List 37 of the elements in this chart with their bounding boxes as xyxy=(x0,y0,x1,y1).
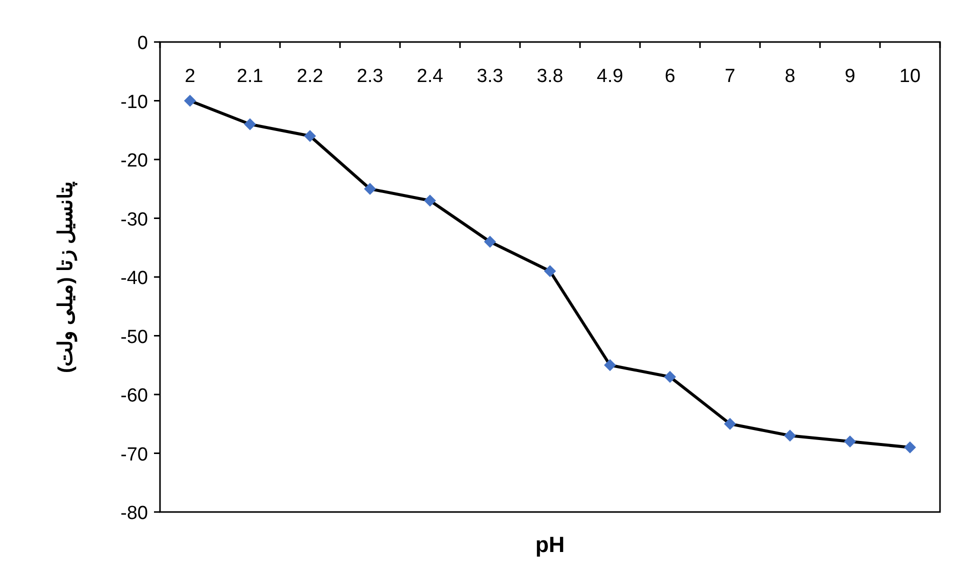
point xyxy=(904,441,916,454)
x-tick-label: 8 xyxy=(784,66,796,87)
point xyxy=(424,194,436,207)
y-tick-label: -80 xyxy=(120,503,148,524)
y-tick-label: -40 xyxy=(120,268,148,289)
point xyxy=(664,370,676,383)
y-tick-label: -20 xyxy=(120,150,148,172)
x-tick-label: 9 xyxy=(844,66,856,87)
x-tick-label: 10 xyxy=(899,66,921,87)
point xyxy=(304,130,316,142)
point xyxy=(724,418,736,430)
point xyxy=(544,265,556,278)
point xyxy=(184,94,196,107)
y-tick-label: -50 xyxy=(120,326,148,348)
point xyxy=(244,118,256,130)
y-tick-label: 0 xyxy=(137,33,148,54)
point xyxy=(364,182,376,195)
x-tick-label: 4.9 xyxy=(596,66,624,87)
point xyxy=(844,436,856,448)
x-tick-label: 2.2 xyxy=(296,66,324,87)
x-tick-label: 2.3 xyxy=(356,66,384,87)
point xyxy=(604,359,616,372)
y-tick-label: -70 xyxy=(120,444,148,466)
x-axis-title: pH xyxy=(535,532,565,557)
x-tick-label: 2 xyxy=(184,66,196,87)
x-tick-label: 2.1 xyxy=(236,66,264,87)
x-tick-label: 6 xyxy=(664,66,676,87)
x-tick-label: 3.3 xyxy=(476,66,504,87)
y-tick-label: -60 xyxy=(120,386,148,406)
y-axis-title: پتانسیل زتا (میلی ولت) xyxy=(55,181,78,373)
point xyxy=(784,430,796,442)
x-tick-label: 2.4 xyxy=(416,66,444,87)
point xyxy=(484,236,496,248)
x-tick-label: 7 xyxy=(724,66,736,87)
y-tick-label: -10 xyxy=(120,92,148,113)
y-tick-label: -30 xyxy=(120,209,148,230)
x-tick-label: 3.8 xyxy=(536,66,564,87)
